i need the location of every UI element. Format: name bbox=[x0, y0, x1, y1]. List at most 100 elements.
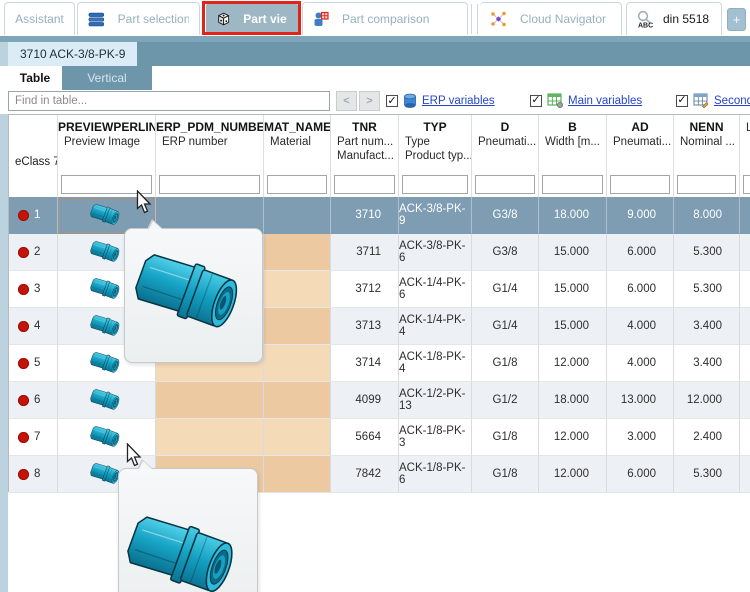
l-cell[interactable] bbox=[740, 308, 750, 345]
row-number-cell[interactable]: 5 bbox=[9, 345, 58, 382]
table-row-4[interactable]: 4 3713 ACK-1/4-PK-4 G1/4 15.000 4.000 3.400 bbox=[9, 308, 750, 345]
column-header-erp[interactable]: ERP_PDM_NUMBER ERP number bbox=[156, 115, 264, 171]
nenn-cell[interactable]: 12.000 bbox=[674, 382, 740, 419]
d-cell[interactable]: G3/8 bbox=[472, 234, 539, 271]
nenn-cell[interactable]: 3.400 bbox=[674, 308, 740, 345]
nenn-cell[interactable]: 3.400 bbox=[674, 345, 740, 382]
ad-cell[interactable]: 9.000 bbox=[607, 197, 674, 234]
find-in-table-input[interactable] bbox=[8, 91, 330, 111]
table-row-3[interactable]: 3 3712 ACK-1/4-PK-6 G1/4 15.000 6.000 5.300 bbox=[9, 271, 750, 308]
find-next-button[interactable]: > bbox=[359, 91, 380, 111]
tnr-cell[interactable]: 7842 bbox=[331, 456, 399, 493]
material-cell[interactable] bbox=[264, 382, 331, 419]
ad-cell[interactable]: 6.000 bbox=[607, 234, 674, 271]
filter-input-l[interactable] bbox=[743, 174, 750, 194]
preview-image-cell[interactable] bbox=[58, 382, 156, 419]
main-variables-label[interactable]: Main variables bbox=[568, 94, 643, 107]
secondary-variables-checkbox[interactable]: ✓ bbox=[676, 94, 688, 107]
search-query-text[interactable]: din 5518 bbox=[663, 12, 710, 26]
l-cell[interactable] bbox=[740, 345, 750, 382]
row-number-cell[interactable]: 2 bbox=[9, 234, 58, 271]
filter-input-b[interactable] bbox=[542, 174, 603, 194]
preview-image-cell[interactable] bbox=[58, 419, 156, 456]
row-number-cell[interactable]: 1 bbox=[9, 197, 58, 234]
erp-number-cell[interactable] bbox=[156, 419, 264, 456]
material-cell[interactable] bbox=[264, 197, 331, 234]
column-header-mat[interactable]: MAT_NAME Material bbox=[264, 115, 331, 171]
d-cell[interactable]: G1/4 bbox=[472, 308, 539, 345]
column-header-l[interactable]: L bbox=[740, 115, 750, 171]
b-cell[interactable]: 15.000 bbox=[539, 234, 607, 271]
row-number-cell[interactable]: 6 bbox=[9, 382, 58, 419]
l-cell[interactable] bbox=[740, 456, 750, 493]
tnr-cell[interactable]: 3714 bbox=[331, 345, 399, 382]
ad-cell[interactable]: 3.000 bbox=[607, 419, 674, 456]
filter-input-d[interactable] bbox=[475, 174, 535, 194]
add-tab-button[interactable]: + bbox=[727, 8, 746, 31]
part-document-tab[interactable]: 3710 ACK-3/8-PK-9 bbox=[8, 42, 138, 66]
column-header-nenn[interactable]: NENN Nominal ... bbox=[674, 115, 740, 171]
filter-input-erp[interactable] bbox=[159, 174, 260, 194]
b-cell[interactable]: 18.000 bbox=[539, 197, 607, 234]
tab-cloud-navigator[interactable]: Cloud Navigator bbox=[480, 2, 622, 35]
l-cell[interactable] bbox=[740, 419, 750, 456]
erp-variables-checkbox[interactable]: ✓ bbox=[386, 94, 398, 107]
column-header-d[interactable]: D Pneumati... bbox=[472, 115, 539, 171]
row-number-cell[interactable]: 8 bbox=[9, 456, 58, 493]
row-number-cell[interactable]: 7 bbox=[9, 419, 58, 456]
material-cell[interactable] bbox=[264, 308, 331, 345]
tnr-cell[interactable]: 4099 bbox=[331, 382, 399, 419]
d-cell[interactable]: G1/4 bbox=[472, 271, 539, 308]
nenn-cell[interactable]: 5.300 bbox=[674, 234, 740, 271]
ad-cell[interactable]: 4.000 bbox=[607, 345, 674, 382]
table-row-1[interactable]: 1 3710 ACK-3/8-PK-9 G3/8 18.000 9.000 8.000 bbox=[9, 197, 750, 234]
nenn-cell[interactable]: 2.400 bbox=[674, 419, 740, 456]
material-cell[interactable] bbox=[264, 234, 331, 271]
tnr-cell[interactable]: 3712 bbox=[331, 271, 399, 308]
typ-cell[interactable]: ACK-1/8-PK-4 bbox=[399, 345, 472, 382]
column-header-ad[interactable]: AD Pneumati... bbox=[607, 115, 674, 171]
filter-input-ad[interactable] bbox=[610, 174, 670, 194]
material-cell[interactable] bbox=[264, 345, 331, 382]
filter-input-nenn[interactable] bbox=[677, 174, 736, 194]
typ-cell[interactable]: ACK-3/8-PK-9 bbox=[399, 197, 472, 234]
main-variables-checkbox[interactable]: ✓ bbox=[530, 94, 542, 107]
b-cell[interactable]: 15.000 bbox=[539, 271, 607, 308]
d-cell[interactable]: G1/8 bbox=[472, 345, 539, 382]
tnr-cell[interactable]: 5664 bbox=[331, 419, 399, 456]
erp-variables-toggle[interactable]: ✓ ERP variables bbox=[386, 93, 495, 109]
ad-cell[interactable]: 4.000 bbox=[607, 308, 674, 345]
material-cell[interactable] bbox=[264, 271, 331, 308]
erp-variables-label[interactable]: ERP variables bbox=[422, 95, 495, 107]
d-cell[interactable]: G1/8 bbox=[472, 456, 539, 493]
row-number-cell[interactable]: 3 bbox=[9, 271, 58, 308]
preview-image-cell[interactable] bbox=[58, 345, 156, 382]
typ-cell[interactable]: ACK-3/8-PK-6 bbox=[399, 234, 472, 271]
tab-assistant[interactable]: Assistant bbox=[4, 2, 75, 35]
tnr-cell[interactable]: 3710 bbox=[331, 197, 399, 234]
tab-part-comparison[interactable]: Part comparison bbox=[302, 2, 468, 35]
material-cell[interactable] bbox=[264, 419, 331, 456]
table-row-7[interactable]: 7 5664 ACK-1/8-PK-3 G1/8 12.000 3.000 2.400 bbox=[9, 419, 750, 456]
search-tab[interactable]: ABC din 5518 bbox=[626, 2, 722, 35]
find-previous-button[interactable]: < bbox=[336, 91, 357, 111]
table-row-2[interactable]: 2 3711 ACK-3/8-PK-6 G3/8 15.000 6.000 5.300 bbox=[9, 234, 750, 271]
filter-input-mat[interactable] bbox=[267, 174, 327, 194]
tab-vertical-view[interactable]: Vertical bbox=[62, 66, 152, 90]
typ-cell[interactable]: ACK-1/2-PK-13 bbox=[399, 382, 472, 419]
b-cell[interactable]: 15.000 bbox=[539, 308, 607, 345]
typ-cell[interactable]: ACK-1/8-PK-3 bbox=[399, 419, 472, 456]
l-cell[interactable] bbox=[740, 234, 750, 271]
table-row-6[interactable]: 6 4099 ACK-1/2-PK-13 G1/2 18.000 13.000 12.000 bbox=[9, 382, 750, 419]
tnr-cell[interactable]: 3713 bbox=[331, 308, 399, 345]
ad-cell[interactable]: 13.000 bbox=[607, 382, 674, 419]
tab-part-selection[interactable]: Part selection bbox=[77, 2, 200, 35]
l-cell[interactable] bbox=[740, 382, 750, 419]
d-cell[interactable]: G3/8 bbox=[472, 197, 539, 234]
nenn-cell[interactable]: 5.300 bbox=[674, 271, 740, 308]
secondary-variables-toggle[interactable]: ✓ Secondary variables bbox=[676, 93, 750, 108]
d-cell[interactable]: G1/2 bbox=[472, 382, 539, 419]
column-header-preview[interactable]: PREVIEWPERLINE Preview Image bbox=[58, 115, 156, 171]
tab-table-view[interactable]: Table bbox=[8, 66, 62, 90]
table-row-5[interactable]: 5 3714 ACK-1/8-PK-4 G1/8 12.000 4.000 3.400 bbox=[9, 345, 750, 382]
